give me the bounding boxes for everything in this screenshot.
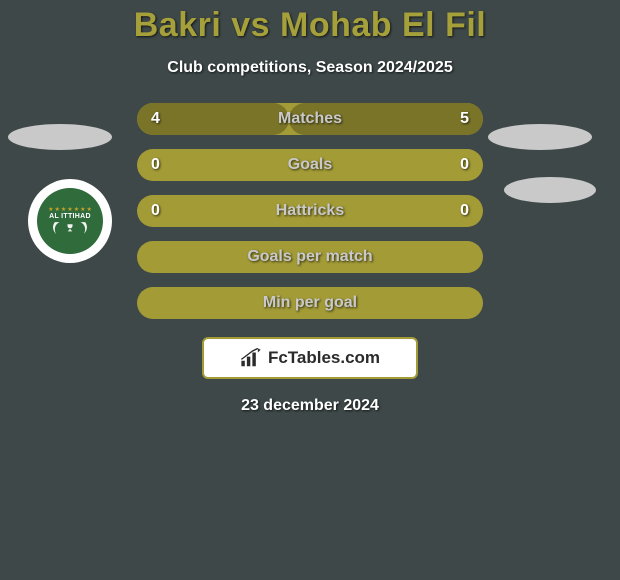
club-name: AL ITTIHAD: [49, 213, 91, 220]
stat-value-right: 0: [460, 156, 469, 174]
player-right-ellipse-2: [504, 177, 596, 203]
stat-row: Goals per match: [137, 241, 483, 273]
stat-row: Matches 4 5: [137, 103, 483, 135]
player-left-ellipse: [8, 124, 112, 150]
trophy-icon: [65, 223, 75, 233]
brand-text: FcTables.com: [268, 348, 380, 368]
stat-label: Matches: [278, 110, 342, 128]
brand-box: FcTables.com: [202, 337, 418, 379]
stat-value-right: 0: [460, 202, 469, 220]
player-right-ellipse: [488, 124, 592, 150]
stat-value-left: 0: [151, 156, 160, 174]
stat-value-left: 0: [151, 202, 160, 220]
laurel-right-icon: [77, 221, 91, 235]
stat-value-right: 5: [460, 110, 469, 128]
stat-label: Hattricks: [276, 202, 344, 220]
stat-label: Min per goal: [263, 294, 357, 312]
club-badge-left: ★★★★★★★ AL ITTIHAD: [28, 179, 112, 263]
page-title: Bakri vs Mohab El Fil: [0, 0, 620, 45]
bars-icon: [240, 348, 262, 368]
date-line: 23 december 2024: [0, 397, 620, 415]
laurel-left-icon: [49, 221, 63, 235]
stat-row: Goals 0 0: [137, 149, 483, 181]
club-laurel: [49, 221, 91, 235]
stat-label: Goals per match: [247, 248, 372, 266]
stat-value-left: 4: [151, 110, 160, 128]
stats-region: Matches 4 5 Goals 0 0 Hattricks 0 0 Goals per mat…: [137, 103, 483, 319]
stat-row: Min per goal: [137, 287, 483, 319]
subtitle: Club competitions, Season 2024/2025: [0, 59, 620, 77]
stat-row: Hattricks 0 0: [137, 195, 483, 227]
stat-label: Goals: [288, 156, 332, 174]
club-badge-inner: ★★★★★★★ AL ITTIHAD: [37, 188, 103, 254]
